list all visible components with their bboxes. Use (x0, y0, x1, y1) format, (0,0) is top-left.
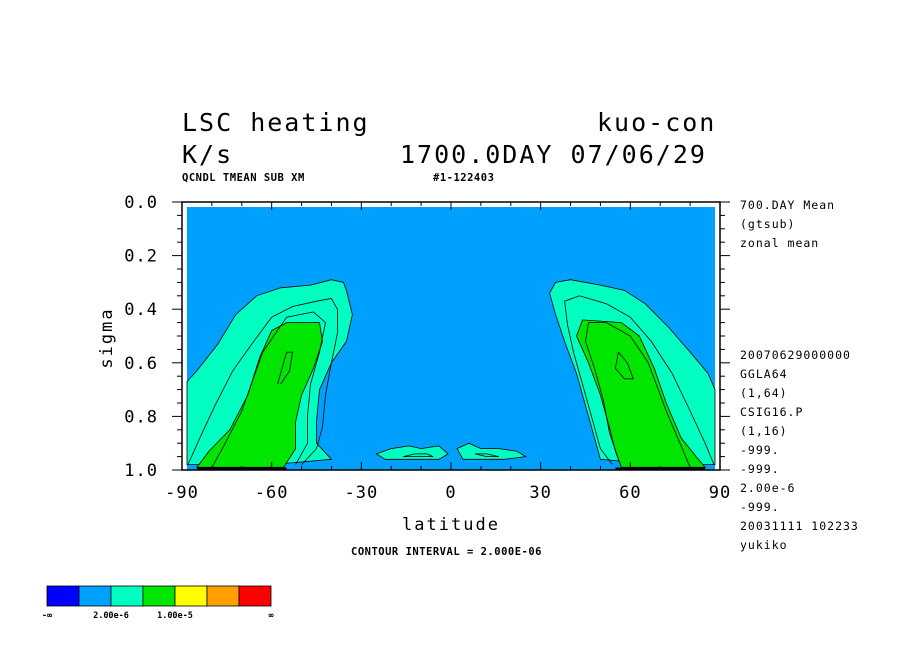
x-tick-label: -30 (344, 483, 378, 503)
side-info-line: -999. (740, 443, 780, 457)
contour-region (456, 442, 527, 460)
side-info-line: 20070629000000 (740, 348, 851, 362)
contour-region (375, 445, 449, 460)
x-axis-label: latitude (402, 515, 500, 535)
side-info-line: zonal mean (740, 236, 820, 250)
y-tick-label: 0.0 (124, 193, 158, 213)
side-info-line: 20031111 102233 (740, 519, 859, 533)
x-tick-label: 30 (529, 483, 551, 503)
side-info-line: -999. (740, 500, 780, 514)
y-tick-label: 0.2 (124, 247, 158, 267)
colorbar-label: -∞ (42, 611, 52, 621)
contour-line (585, 322, 691, 468)
contour-line (614, 351, 634, 380)
contour-line (474, 453, 499, 458)
colorbar-label: 2.00e-6 (93, 611, 129, 621)
x-tick-label: -90 (165, 483, 199, 503)
side-info-line: (1,16) (740, 424, 788, 438)
contour-line (187, 298, 338, 465)
x-tick-label: 0 (445, 483, 456, 503)
colorbar-label: 1.00e-5 (157, 611, 193, 621)
run-id-label: #1-122403 (433, 172, 495, 184)
y-tick-label: 0.6 (124, 354, 158, 374)
side-info-line: (1,64) (740, 386, 788, 400)
side-info-line: -999. (740, 462, 780, 476)
colorbar: -∞ 2.00e-6 1.00e-5 ∞ (42, 585, 274, 621)
contour-fills (186, 279, 716, 468)
contour-interval-label: CONTOUR INTERVAL = 2.000E-06 (351, 546, 543, 558)
colorbar-swatch (46, 585, 80, 607)
variable-label: QCNDL TMEAN SUB XM (182, 172, 305, 184)
contour-line (211, 311, 326, 468)
side-info-line: 700.DAY Mean (740, 198, 836, 212)
x-tick-label: -60 (255, 483, 289, 503)
colorbar-swatch (206, 585, 240, 607)
time-label: 1700.0DAY 07/06/29 (400, 140, 707, 169)
colorbar-swatch (174, 585, 208, 607)
y-axis-label: sigma (97, 307, 117, 368)
side-info-line: CSIG16.P (740, 405, 804, 419)
units-label: K/s (182, 140, 234, 169)
colorbar-swatch (238, 585, 272, 607)
chart-title: LSC heating (182, 108, 370, 137)
side-info-line: GGLA64 (740, 367, 788, 381)
experiment-name: kuo-con (597, 108, 717, 137)
contour-region (196, 322, 323, 468)
colorbar-swatch (142, 585, 176, 607)
axis-ticks: -90 -60 -30 0 30 60 90 0.0 0.2 0.4 0.6 0.8 1.0 latitu… (97, 193, 731, 535)
contour-line (564, 295, 715, 465)
x-tick-label: 60 (619, 483, 641, 503)
contour-line (277, 351, 294, 385)
side-info-bottom: 20070629000000 GGLA64 (1,64) CSIG16.P (1,16)… (740, 346, 859, 555)
contour-line (403, 453, 434, 458)
y-tick-label: 1.0 (124, 461, 158, 481)
y-tick-label: 0.4 (124, 300, 158, 320)
colorbar-swatch (78, 585, 112, 607)
colorbar-label: ∞ (268, 611, 273, 621)
x-tick-label: 90 (709, 483, 731, 503)
side-info-line: yukiko (740, 538, 788, 552)
side-info-top: 700.DAY Mean (gtsub) zonal mean (740, 196, 835, 253)
y-tick-label: 0.8 (124, 407, 158, 427)
colorbar-swatch (110, 585, 144, 607)
side-info-line: (gtsub) (740, 217, 796, 231)
side-info-line: 2.00e-6 (740, 481, 796, 495)
